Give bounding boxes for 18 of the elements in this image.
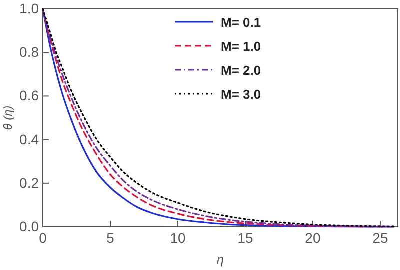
legend-label: M= 0.1 xyxy=(221,15,262,30)
y-axis-title: θ (η) xyxy=(1,106,15,130)
legend-label: M= 2.0 xyxy=(221,63,262,78)
x-axis-title: η xyxy=(216,252,224,267)
x-tick-label: 10 xyxy=(170,230,186,246)
x-tick-label: 15 xyxy=(238,230,254,246)
x-tick-label: 25 xyxy=(372,230,388,246)
y-tick-label: 0.0 xyxy=(20,218,40,234)
x-tick-label: 20 xyxy=(305,230,321,246)
legend-label: M= 1.0 xyxy=(221,39,262,54)
y-tick-label: 0.6 xyxy=(20,88,40,104)
legend-label: M= 3.0 xyxy=(221,87,262,102)
x-tick-label: 5 xyxy=(106,230,115,246)
y-tick-label: 0.8 xyxy=(20,44,40,60)
y-tick-label: 1.0 xyxy=(20,0,40,16)
x-tick-label: 0 xyxy=(39,230,48,246)
y-tick-label: 0.2 xyxy=(20,174,40,191)
y-tick-label: 0.4 xyxy=(20,131,40,148)
